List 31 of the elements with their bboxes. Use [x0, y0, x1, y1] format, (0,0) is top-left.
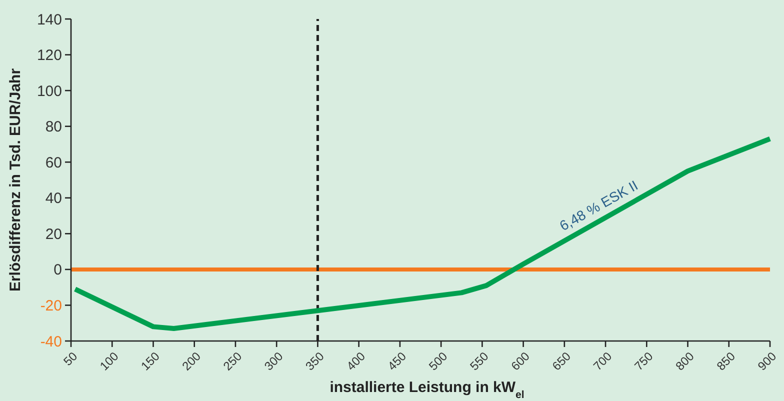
x-axis-title: installierte Leistung in kW$_{el}$ [330, 379, 524, 401]
x-tick-label: 350 [302, 348, 328, 374]
x-tick-label: 400 [344, 348, 368, 374]
y-axis-title: Erlösdifferenz in Tsd. EUR/Jahr [7, 68, 24, 292]
x-tick-label: 600 [508, 348, 533, 374]
x-tick-label: 100 [97, 348, 122, 374]
y-tick-label: 100 [36, 82, 62, 100]
x-tick-label: 50 [60, 348, 80, 369]
x-tick-label: 150 [138, 348, 163, 374]
y-tick-label: 40 [45, 190, 62, 208]
x-tick-label: 900 [755, 348, 780, 374]
x-tick-label: 850 [714, 348, 738, 374]
x-tick-label: 550 [467, 348, 492, 374]
x-tick-label: 750 [632, 348, 656, 374]
y-tick-label: -20 [40, 297, 62, 314]
y-tick-label: 120 [36, 47, 62, 64]
x-tick-label: 500 [426, 348, 450, 374]
y-tick-label: 140 [36, 11, 62, 28]
x-tick-label: 200 [179, 348, 204, 374]
x-tick-label: 800 [672, 348, 698, 374]
y-tick-label: 0 [54, 262, 62, 279]
x-tick-label: 300 [262, 348, 286, 374]
y-tick-label: -40 [40, 333, 62, 350]
y-tick-label: 60 [45, 154, 62, 172]
text: 6,48 % ESK II [556, 176, 641, 234]
x-tick-label: 450 [384, 348, 410, 374]
y-tick-label: 80 [45, 118, 62, 136]
x-tick-label: 250 [220, 348, 245, 374]
x-tick-label: 700 [590, 348, 615, 374]
y-tick-label: 20 [45, 226, 62, 243]
x-tick-label: 650 [549, 348, 574, 374]
